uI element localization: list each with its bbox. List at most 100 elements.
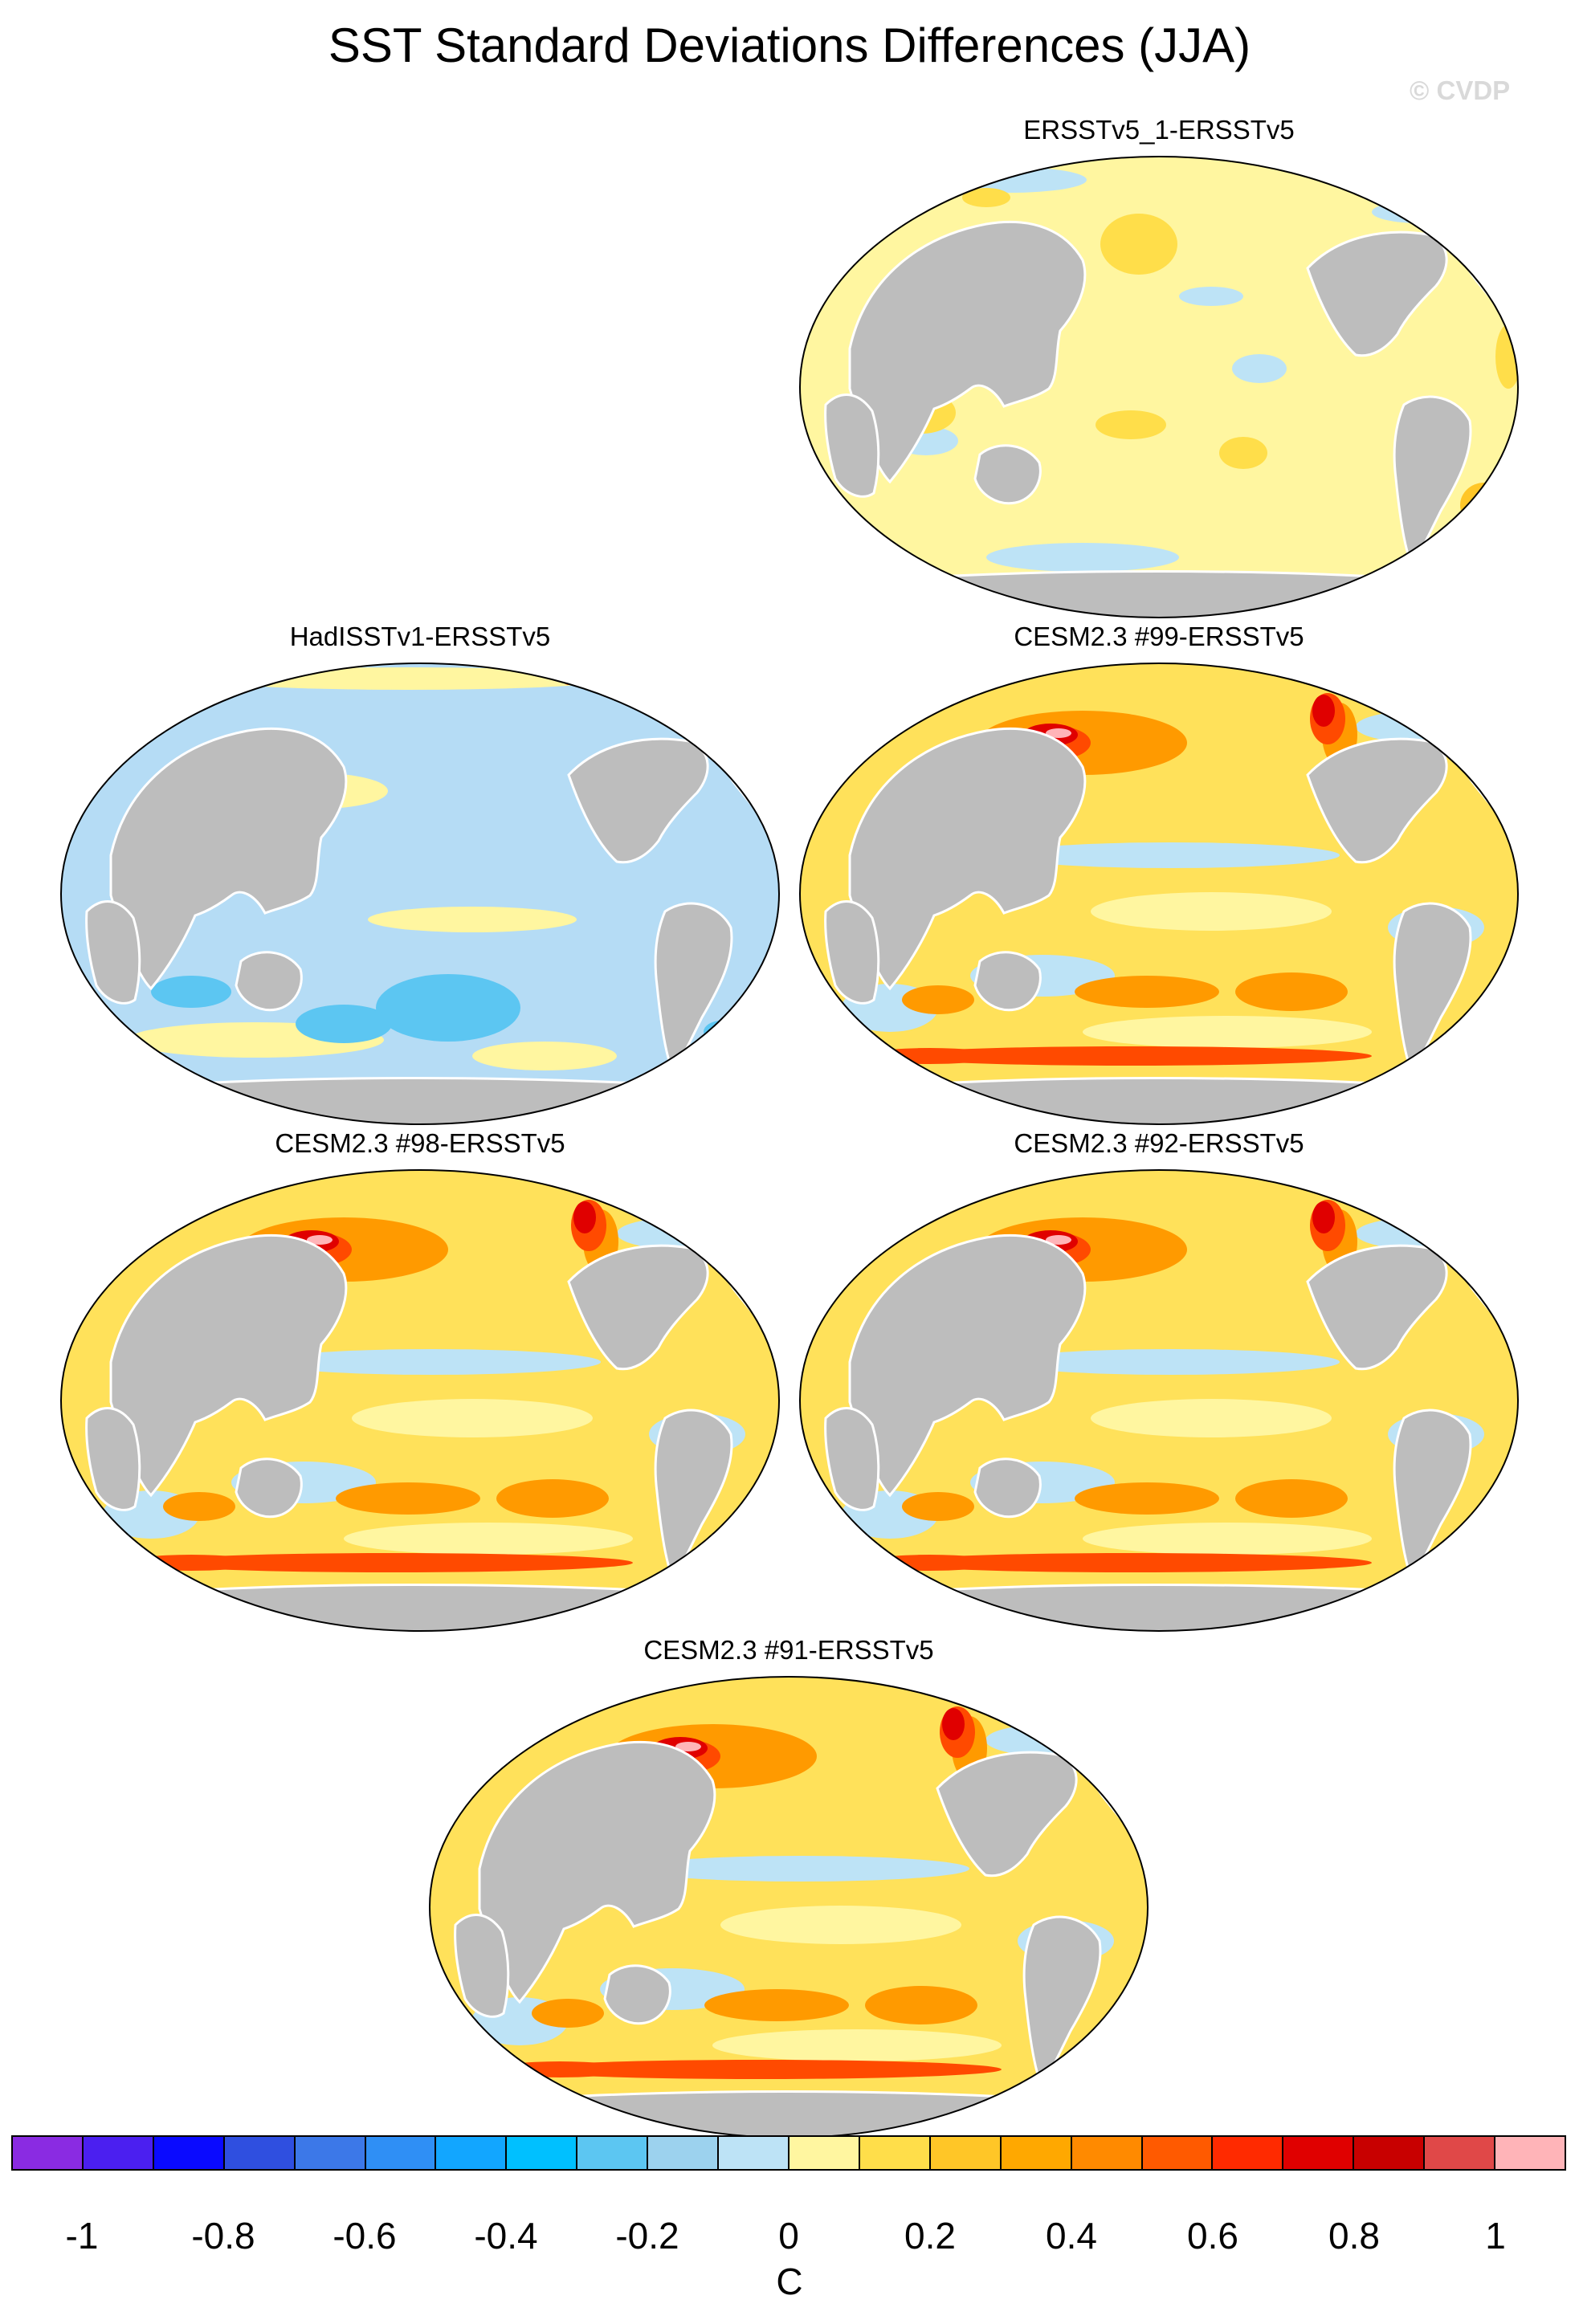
continent-landmass xyxy=(973,951,1042,1012)
anomaly-patch xyxy=(632,1856,969,1882)
anomaly-patch xyxy=(890,1553,1372,1572)
anomaly-patch xyxy=(1356,1217,1484,1250)
colorbar-tick-label: -0.8 xyxy=(191,2215,255,2257)
anomaly-patch xyxy=(496,2061,624,2077)
colorbar-box xyxy=(1495,2137,1565,2169)
colorbar-box xyxy=(1283,2137,1355,2169)
continent-landmass xyxy=(1306,1244,1448,1371)
anomaly-patch xyxy=(1091,892,1332,931)
colorbar-box xyxy=(507,2137,578,2169)
map-outline xyxy=(799,1169,1519,1632)
anomaly-patch xyxy=(675,1742,701,1751)
continent-landmass xyxy=(848,1233,1087,1498)
sst-map xyxy=(60,663,780,1125)
continent-landmass xyxy=(567,737,709,864)
continent-landmass xyxy=(973,1458,1042,1519)
anomaly-patch xyxy=(296,1005,392,1043)
map-outline xyxy=(799,663,1519,1125)
anomaly-patch xyxy=(1083,1016,1372,1048)
continent-landmass xyxy=(824,393,880,498)
anomaly-patch xyxy=(496,1479,609,1518)
anomaly-patch xyxy=(167,669,279,685)
anomaly-patch xyxy=(151,1553,633,1572)
panel-title: CESM2.3 #92-ERSSTv5 xyxy=(1014,1128,1304,1158)
anomaly-patch xyxy=(1235,1479,1348,1518)
anomaly-patch xyxy=(1083,1523,1372,1555)
anomaly-patch xyxy=(704,1989,849,2021)
map-panel-hadisstv1: HadISSTv1-ERSSTv5 xyxy=(55,621,785,1127)
anomaly-patch xyxy=(1232,354,1287,383)
panel-title: HadISSTv1-ERSSTv5 xyxy=(289,622,551,651)
map-panel-cesm2-3-98: CESM2.3 #98-ERSSTv5 xyxy=(55,1127,785,1633)
anomaly-patch xyxy=(1046,1235,1071,1245)
anomaly-patch xyxy=(720,1906,961,1944)
anomaly-patch xyxy=(1312,695,1335,727)
continent-landmass xyxy=(109,1233,348,1498)
anomaly-patch xyxy=(307,1235,333,1245)
map-content xyxy=(800,157,1518,618)
anomaly-patch xyxy=(532,1999,604,2028)
anomaly-patch xyxy=(1091,1399,1332,1437)
sst-map xyxy=(799,1169,1519,1632)
anomaly-patch xyxy=(263,1349,601,1375)
colorbar-tick-label: 0 xyxy=(778,2215,799,2257)
anomaly-patch xyxy=(962,188,1010,207)
antarctica-landmass xyxy=(61,1077,779,1124)
map-content xyxy=(61,663,779,1124)
anomaly-patch xyxy=(1096,410,1166,439)
continent-landmass xyxy=(85,900,141,1005)
panel-title: ERSSTv5_1-ERSSTv5 xyxy=(1023,115,1295,145)
anomaly-patch xyxy=(1002,1349,1340,1375)
anomaly-patch xyxy=(866,1048,994,1064)
map-content xyxy=(800,1170,1518,1631)
anomaly-patch xyxy=(127,1555,255,1571)
continent-landmass xyxy=(848,220,1087,484)
sst-map xyxy=(60,1169,780,1632)
anomaly-patch xyxy=(1179,287,1243,306)
anomaly-patch xyxy=(890,1046,1372,1066)
continent-landmass xyxy=(1022,1915,1102,2088)
anomaly-patch xyxy=(1046,728,1071,738)
sst-map xyxy=(799,663,1519,1125)
anomaly-patch xyxy=(934,167,1087,193)
sst-map xyxy=(799,156,1519,618)
map-outline xyxy=(799,156,1519,618)
antarctica-landmass xyxy=(800,1077,1518,1124)
continent-landmass xyxy=(109,727,348,991)
antarctica-landmass xyxy=(800,570,1518,618)
map-outline xyxy=(60,1169,780,1632)
map-content xyxy=(800,663,1518,1124)
anomaly-patch xyxy=(1356,711,1484,743)
colorbar-box xyxy=(648,2137,720,2169)
colorbar-box xyxy=(1142,2137,1214,2169)
sst-map xyxy=(429,1676,1149,2138)
cvdp-watermark: © CVDP xyxy=(1410,75,1511,105)
continent-landmass xyxy=(454,1914,510,2018)
colorbar-tick-label: 0.8 xyxy=(1328,2215,1380,2257)
colorbar-box xyxy=(83,2137,154,2169)
continent-landmass xyxy=(1393,395,1472,568)
map-panel-cesm2-3-99: CESM2.3 #99-ERSSTv5 xyxy=(794,621,1524,1127)
figure-title: SST Standard Deviations Differences (JJA… xyxy=(328,18,1251,72)
colorbar-tick-label: 0.4 xyxy=(1046,2215,1097,2257)
map-panel-cesm2-3-92: CESM2.3 #92-ERSSTv5 xyxy=(794,1127,1524,1633)
anomaly-patch xyxy=(704,1021,739,1043)
continent-landmass xyxy=(1306,230,1448,357)
colorbar-box xyxy=(577,2137,649,2169)
colorbar-tick-label: -0.6 xyxy=(333,2215,397,2257)
anomaly-patch xyxy=(1312,1201,1335,1233)
colorbar-box xyxy=(153,2137,225,2169)
continent-landmass xyxy=(824,1407,880,1511)
continent-landmass xyxy=(603,1964,671,2025)
colorbar-box xyxy=(365,2137,437,2169)
colorbar-unit: C xyxy=(776,2261,803,2302)
anomaly-patch xyxy=(352,1399,593,1437)
anomaly-patch xyxy=(368,907,577,932)
antarctica-landmass xyxy=(800,1584,1518,1631)
anomaly-patch xyxy=(986,543,1179,572)
colorbar-tick-label: 1 xyxy=(1485,2215,1506,2257)
colorbar-box xyxy=(1425,2137,1496,2169)
anomaly-patch xyxy=(902,985,974,1014)
anomaly-patch xyxy=(336,1482,480,1515)
colorbar-tick-label: -1 xyxy=(65,2215,99,2257)
